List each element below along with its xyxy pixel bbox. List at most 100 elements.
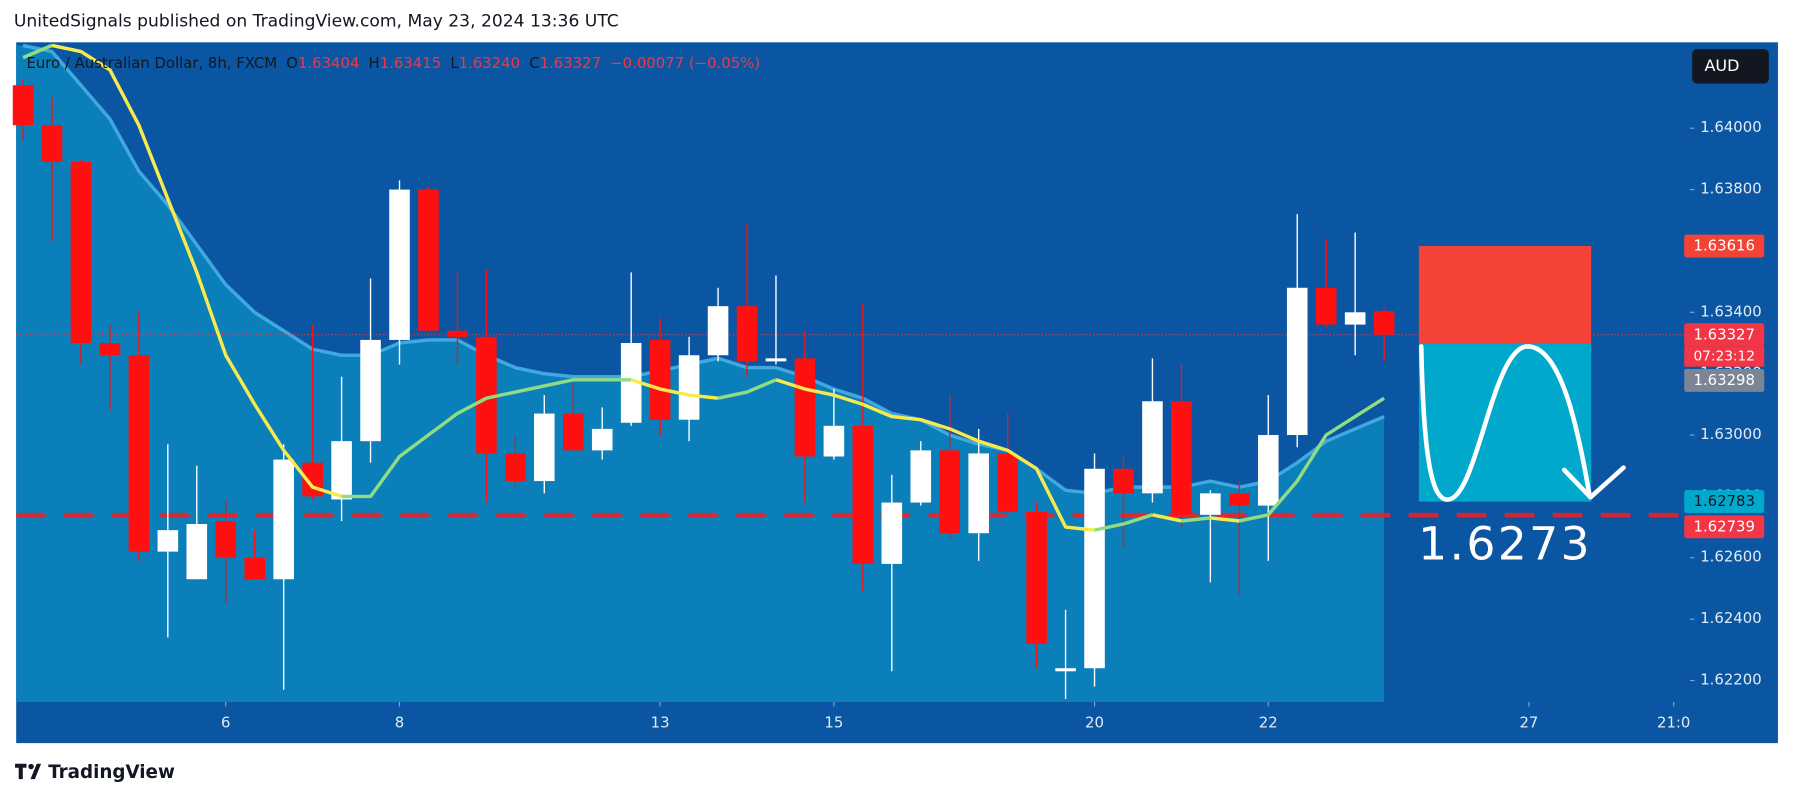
candle-body [794,358,816,457]
candle-body [99,342,121,356]
candle-body [1373,311,1395,335]
symbol-title: Euro / Australian Dollar, 8h, FXCM [26,54,277,72]
candle-body [968,453,989,534]
level-price-label-box [1684,515,1765,539]
candle-body [678,355,700,420]
x-tick-label: 27 [1519,714,1538,732]
x-tick-label: 22 [1259,714,1278,732]
ma-trend-line [1181,516,1211,523]
tradingview-logo-dot [28,763,34,770]
price-change: −0.00077 (−0.05%) [610,54,760,72]
ma-trend-line [775,378,1095,532]
candle-body [1171,401,1192,515]
candle-body [1026,511,1047,644]
ohlc-key: O [286,54,298,72]
level-price-label: 1.62739 [1693,517,1754,535]
ma-trend-line [1152,513,1182,523]
ohlc-key: L [450,54,459,72]
candle-body [1084,468,1105,669]
ma-trend-line [630,378,719,400]
tradingview-logo-icon [15,763,42,780]
candle-body [157,530,179,552]
candle-body [765,358,787,362]
candle-body [881,502,903,564]
position-risk [1418,246,1592,343]
tradingview-logo-text: TradingView [48,762,175,783]
forecast-arrow [1418,344,1626,502]
candle-body [1113,468,1134,494]
candle-body [244,557,266,580]
publish-header: UnitedSignals published on TradingView.c… [14,12,619,32]
y-tick-label: 1.62200 [1700,670,1761,688]
candle-body [360,339,381,442]
stop-price-label-box [1684,234,1765,258]
ma-trend-line [1094,513,1153,532]
countdown-label: 07:23:12 [1693,348,1755,364]
ma-trend-line [1239,396,1386,523]
candle-body [823,425,845,457]
x-tick-label: 21:0 [1657,714,1690,732]
y-tick-label: 1.62600 [1700,548,1761,566]
candle-body [1229,493,1250,506]
candle-body [70,161,92,343]
current-price-label-box [1684,323,1765,347]
candle-body [939,450,961,534]
x-tick-label: 8 [395,714,404,732]
currency-button[interactable] [1692,49,1769,84]
ma-price-label: 1.63298 [1693,371,1754,389]
candle-body [215,520,237,558]
candle-body [997,453,1018,512]
candle-body [1315,287,1337,325]
y-tick-label: 1.63800 [1700,180,1761,198]
candle-body [1344,312,1366,325]
symbol-legend: Euro / Australian Dollar, 8h, FXCM O1.634… [26,54,760,72]
candle-body [562,413,584,451]
x-tick-label: 13 [651,714,670,732]
candle-body [41,125,63,162]
ohlc-value: 1.63240 [459,54,520,72]
candle-body [389,189,410,340]
y-tick-label: 1.63400 [1700,302,1761,320]
candle-body [273,459,294,580]
y-tick-label: 1.64000 [1700,118,1761,136]
target-price-label: 1.62783 [1693,492,1754,510]
y-tick-label: 1.62400 [1700,609,1761,627]
candle-body [1142,401,1163,494]
candle-body [505,453,526,482]
candle-body [447,330,468,337]
candle-body [1200,493,1221,515]
candle-body [649,339,671,420]
ohlc-value: 1.63327 [540,54,601,72]
candle-body [910,450,932,503]
x-tick-label: 15 [824,714,843,732]
ohlc-value: 1.63404 [298,54,359,72]
current-price-label: 1.63327 [1693,325,1754,343]
countdown-box [1684,346,1765,367]
candle-body [1055,668,1076,672]
candle-body [128,355,150,552]
stop-price-label: 1.63616 [1693,237,1754,255]
ma-trend-line [341,378,632,499]
ma-trend-line [717,378,777,400]
candle-body [852,425,874,564]
level-annotation: 1.6273 [1418,518,1592,571]
candle-body [620,342,642,423]
ma-trend-line [1210,516,1240,523]
x-tick-label: 20 [1085,714,1104,732]
candle-body [1257,435,1279,506]
candle-body [12,85,34,126]
target-price-label-box [1684,490,1765,514]
candle-body [186,524,208,580]
candle-body [534,413,555,482]
x-tick-label: 6 [221,714,230,732]
candle-body [331,441,352,500]
candle-body [476,336,497,454]
candle-body [418,189,439,331]
ohlc-value: 1.63415 [380,54,441,72]
candle-body [1286,287,1308,436]
candle-body [591,428,613,451]
currency-label[interactable]: AUD [1704,56,1739,75]
